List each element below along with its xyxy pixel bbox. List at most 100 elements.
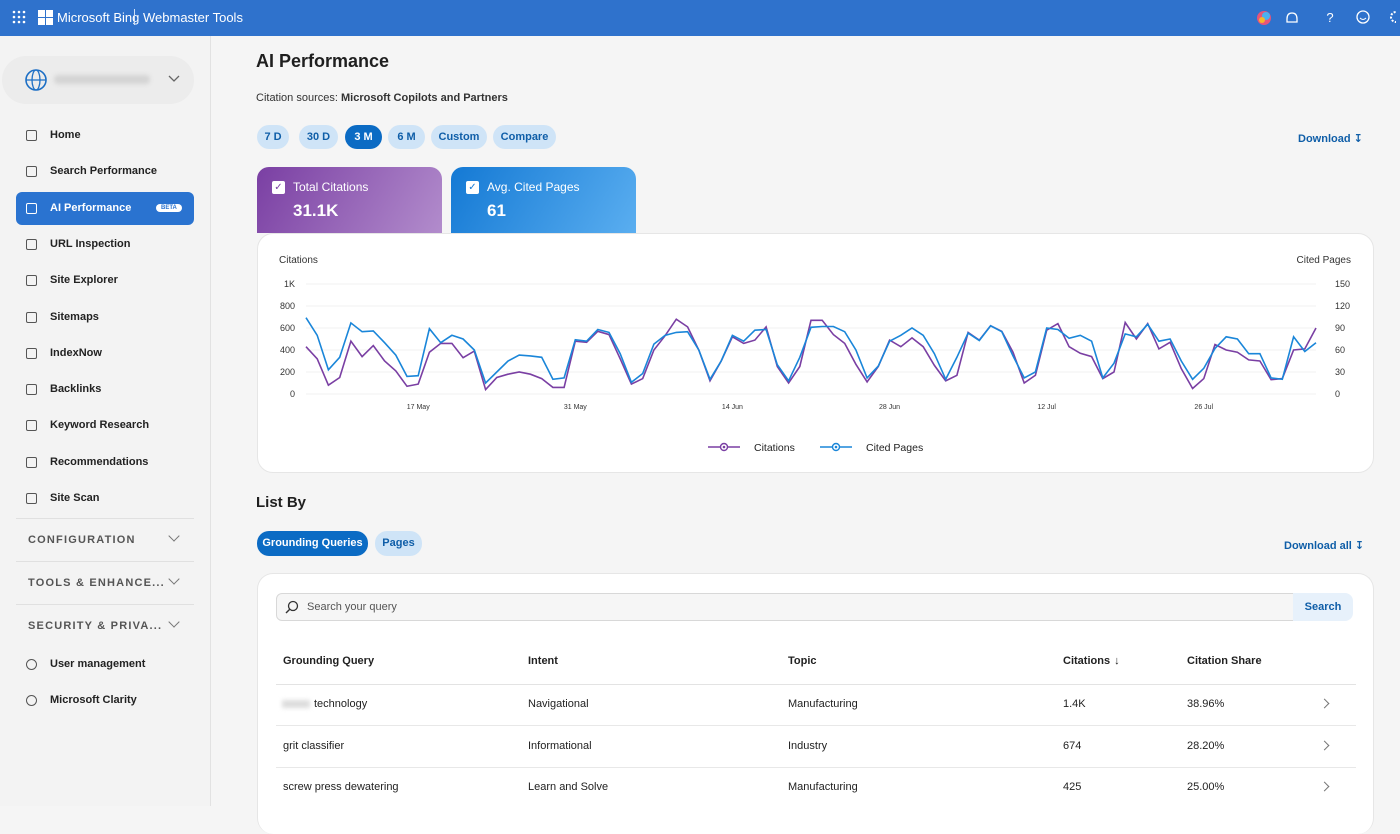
nav-item[interactable]: Search Performance	[16, 155, 194, 188]
x-tick-label: 12 Jul	[1037, 404, 1056, 411]
range-button[interactable]: 3 M	[345, 125, 382, 149]
table-row[interactable]: technology Navigational Manufacturing 1.4K 3…	[276, 684, 1356, 726]
section-header[interactable]: SECURITY & PRIVA...	[16, 614, 194, 638]
site-selector[interactable]	[2, 56, 194, 104]
nav-item[interactable]: Backlinks	[16, 373, 194, 406]
cell: Manufacturing	[788, 781, 858, 794]
blurred-text	[282, 700, 310, 708]
column-header[interactable]: Citations ↓	[1063, 655, 1120, 667]
series-line	[305, 318, 1317, 392]
column-header: Citation Share	[1187, 655, 1262, 667]
download-label: Download	[1298, 133, 1351, 145]
section-label: CONFIGURATION	[28, 534, 136, 546]
top-bar: Microsoft Bing Webmaster Tools ?	[0, 0, 1400, 36]
brand[interactable]: Microsoft Bing	[57, 10, 140, 25]
section-header[interactable]: TOOLS & ENHANCE...	[16, 571, 194, 595]
nav-item[interactable]: Site Scan	[16, 482, 194, 515]
nav-item[interactable]: AI Performance BETA	[16, 191, 194, 225]
y-axis-title: Citations	[279, 255, 318, 266]
cell: Navigational	[528, 698, 589, 710]
list-tab[interactable]: Grounding Queries	[257, 531, 368, 556]
chevron	[168, 75, 180, 82]
y2-axis-title: Cited Pages	[1297, 255, 1351, 266]
nav-label: User management	[50, 658, 146, 670]
x-tick-label: 28 Jun	[879, 404, 900, 411]
y2-tick-label: 150	[1335, 279, 1350, 289]
nav-item[interactable]: Microsoft Clarity	[16, 684, 194, 717]
source-value: Microsoft Copilots and Partners	[341, 92, 508, 104]
x-tick-label: 17 May	[407, 404, 430, 411]
row-chevron	[1319, 698, 1330, 709]
metric-label: Total Citations	[293, 180, 369, 194]
row-rule	[276, 766, 1356, 768]
range-button[interactable]: 30 D	[299, 125, 338, 149]
nav-item[interactable]: IndexNow	[16, 337, 194, 370]
top-icons[interactable]: ?	[1256, 8, 1396, 28]
cell: 25.00%	[1187, 781, 1225, 794]
column-header: Intent	[528, 655, 558, 667]
nav-item[interactable]: Site Explorer	[16, 264, 194, 297]
nav-label: IndexNow	[50, 346, 102, 359]
chart: Citations Cited Pages 0 200 400 600 800 1K 0 30 60…	[279, 255, 1351, 454]
section-divider	[16, 561, 194, 562]
globe-icon	[25, 69, 47, 91]
table-row[interactable]: grit classifier Informational Industry 674 2…	[276, 726, 1356, 768]
nav-item[interactable]: Sitemaps	[16, 301, 194, 334]
nav-icon	[26, 238, 37, 250]
search-placeholder: Search your query	[307, 601, 397, 613]
blurred-site	[54, 75, 150, 84]
range-button[interactable]: 6 M	[388, 125, 425, 149]
checkbox: ✓	[466, 181, 479, 194]
nav-icon	[26, 202, 37, 214]
table-row[interactable]: screw press dewatering Learn and Solve Man…	[276, 767, 1356, 808]
list-tab[interactable]: Pages	[375, 531, 422, 556]
nav-item[interactable]: Recommendations	[16, 446, 194, 479]
legend-dot	[834, 445, 838, 449]
nav-label: Keyword Research	[50, 419, 150, 432]
y-tick-label: 600	[280, 323, 295, 333]
metric-label: Avg. Cited Pages	[487, 180, 580, 194]
product[interactable]: Webmaster Tools	[143, 10, 243, 25]
nav-icon	[26, 275, 37, 287]
range-button[interactable]: 7 D	[257, 125, 289, 149]
range-button[interactable]: Custom	[431, 125, 487, 149]
section-label: SECURITY & PRIVA...	[28, 620, 163, 632]
cell: 674	[1063, 739, 1082, 752]
legend-label: Citations	[754, 442, 795, 454]
search-button[interactable]: Search	[1293, 593, 1353, 621]
y-tick-label: 200	[280, 367, 295, 377]
x-tick-label: 14 Jun	[722, 404, 743, 411]
row-chevron	[1319, 740, 1330, 751]
nav-item[interactable]: User management	[16, 648, 194, 681]
section-header[interactable]: CONFIGURATION	[16, 528, 194, 552]
beta-badge: BETA	[156, 203, 182, 212]
metric-card[interactable]: ✓ Total Citations 31.1K	[257, 167, 442, 233]
metric-card[interactable]: ✓ Avg. Cited Pages 61	[451, 167, 636, 233]
cell: 38.96%	[1187, 698, 1225, 710]
download[interactable]: Download ↧	[1298, 133, 1363, 145]
nav-label: Site Scan	[50, 492, 100, 504]
chart-card	[257, 233, 1374, 473]
legend-dot	[722, 445, 726, 449]
download-all[interactable]: Download all ↧	[1284, 540, 1365, 552]
nav-item[interactable]: Keyword Research	[16, 409, 194, 442]
cell: screw press dewatering	[283, 781, 399, 794]
range-button[interactable]: Compare	[493, 125, 556, 149]
nav-item[interactable]: URL Inspection	[16, 228, 194, 261]
row-chevron	[1319, 781, 1330, 792]
nav-icon	[26, 456, 37, 468]
source-label: Citation sources:	[256, 92, 338, 104]
nav-icon	[26, 130, 37, 141]
nav-label: Search Performance	[50, 165, 157, 178]
y-tick-label: 0	[290, 389, 295, 399]
nav-label: AI Performance	[50, 201, 132, 214]
y2-tick-label: 60	[1335, 345, 1345, 355]
nav-item[interactable]: Home	[16, 119, 194, 152]
cell: technology	[314, 698, 368, 710]
nav-label: URL Inspection	[50, 237, 131, 250]
app-launcher[interactable]	[12, 10, 26, 24]
search-box[interactable]: Search your query	[276, 593, 1294, 621]
series-line	[305, 317, 1317, 385]
divider	[134, 9, 135, 25]
y-tick-label: 1K	[284, 279, 295, 289]
